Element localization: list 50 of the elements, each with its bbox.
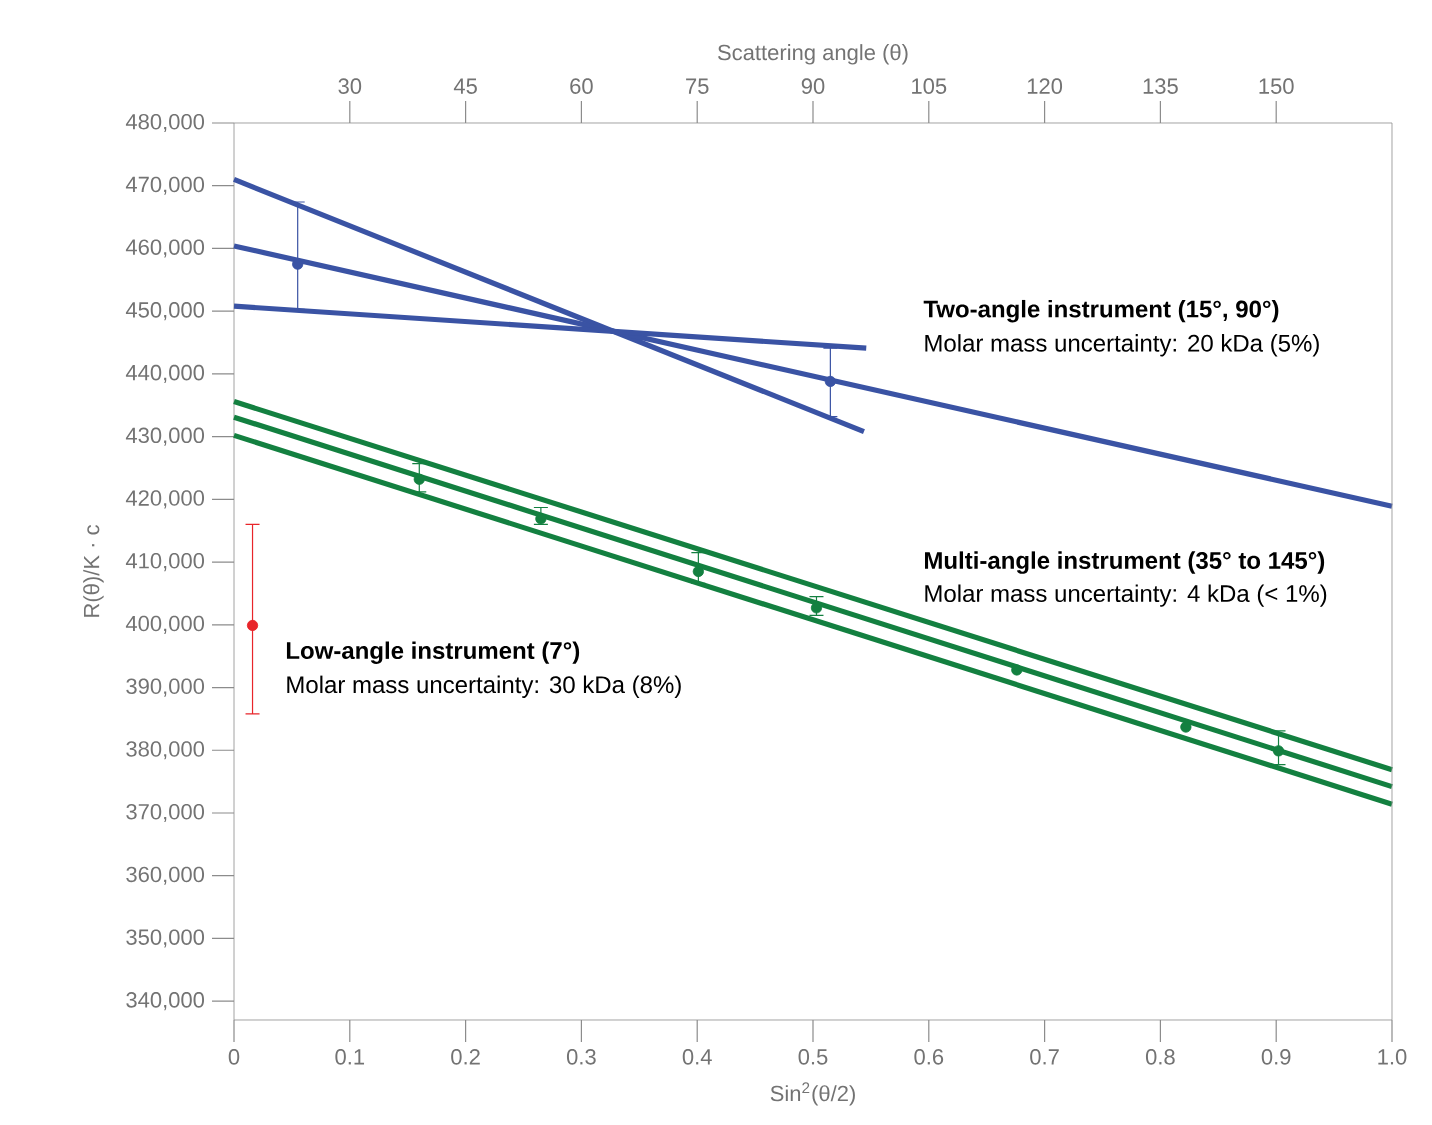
x-tick-label: 1.0 — [1378, 1049, 1407, 1065]
y-tick-label: 430,000 — [125, 427, 205, 446]
x2-tick-label: 150 — [1259, 78, 1294, 94]
point — [1011, 664, 1023, 676]
x-tick-label: 0.6 — [914, 1049, 944, 1065]
point — [1272, 745, 1285, 757]
x2-tick-label: 45 — [453, 78, 477, 94]
y-tick-label: 350,000 — [126, 929, 205, 948]
x-tick-label: 0.3 — [566, 1049, 596, 1065]
annotation: Molar mass uncertainty: 30 kDa (8%) — [287, 675, 681, 698]
x-tick-label: 0.9 — [1261, 1049, 1291, 1065]
y-tick-label: 360,000 — [126, 866, 205, 885]
y-tick-label: 380,000 — [126, 741, 205, 760]
point — [413, 473, 425, 485]
annotation: Two-angle instrument (15°, 90°) — [923, 299, 1279, 323]
annotation: Multi-angle instrument (35° to 145°) — [925, 551, 1325, 574]
y-tick-label: 340,000 — [126, 992, 205, 1011]
x-tick-label: 0.5 — [798, 1049, 828, 1065]
y-tick-label: 450,000 — [125, 302, 205, 321]
annotation: Molar mass uncertainty: 20 kDa (5%) — [925, 334, 1319, 357]
x2-tick-label: 135 — [1143, 78, 1178, 94]
x-tick-label: 0.2 — [451, 1049, 480, 1065]
point — [824, 375, 836, 388]
x2-tick-label: 120 — [1027, 78, 1063, 94]
point — [1180, 721, 1192, 733]
x2-tick-label: 75 — [686, 78, 709, 94]
annotation: Low-angle instrument (7°) — [286, 641, 580, 664]
y-tick-label: 420,000 — [125, 490, 205, 509]
y-tick-label: 460,000 — [125, 239, 205, 258]
y-tick-label: 400,000 — [125, 615, 205, 634]
y-tick-label: 480,000 — [125, 113, 205, 133]
y-tick-label: 440,000 — [125, 364, 205, 383]
point — [246, 619, 259, 632]
x2-tick-label: 30 — [338, 78, 362, 94]
y-tick-label: 410,000 — [125, 553, 205, 572]
x-axis-title: Sin$^{2}$(θ/2) — [770, 1082, 855, 1106]
y-axis-title: R(θ)/K · c — [83, 525, 104, 617]
y-tick-label: 370,000 — [126, 803, 205, 823]
x-tick-label: 0.1 — [335, 1049, 365, 1065]
x2-tick-label: 60 — [570, 78, 593, 94]
x-tick-label: 0.4 — [682, 1049, 712, 1065]
x-tick-label: 0 — [228, 1049, 240, 1065]
y-tick-label: 470,000 — [125, 176, 205, 195]
x-tick-label: 0.7 — [1030, 1049, 1059, 1065]
x2-tick-label: 90 — [801, 78, 825, 94]
annotation: Molar mass uncertainty: 4 kDa (< 1%) — [925, 584, 1327, 607]
x2-tick-label: 105 — [912, 78, 947, 94]
x2-axis-title: Scattering angle (θ) — [718, 44, 908, 65]
y-tick-label: 390,000 — [126, 678, 205, 697]
x-tick-label: 0.8 — [1145, 1049, 1175, 1065]
